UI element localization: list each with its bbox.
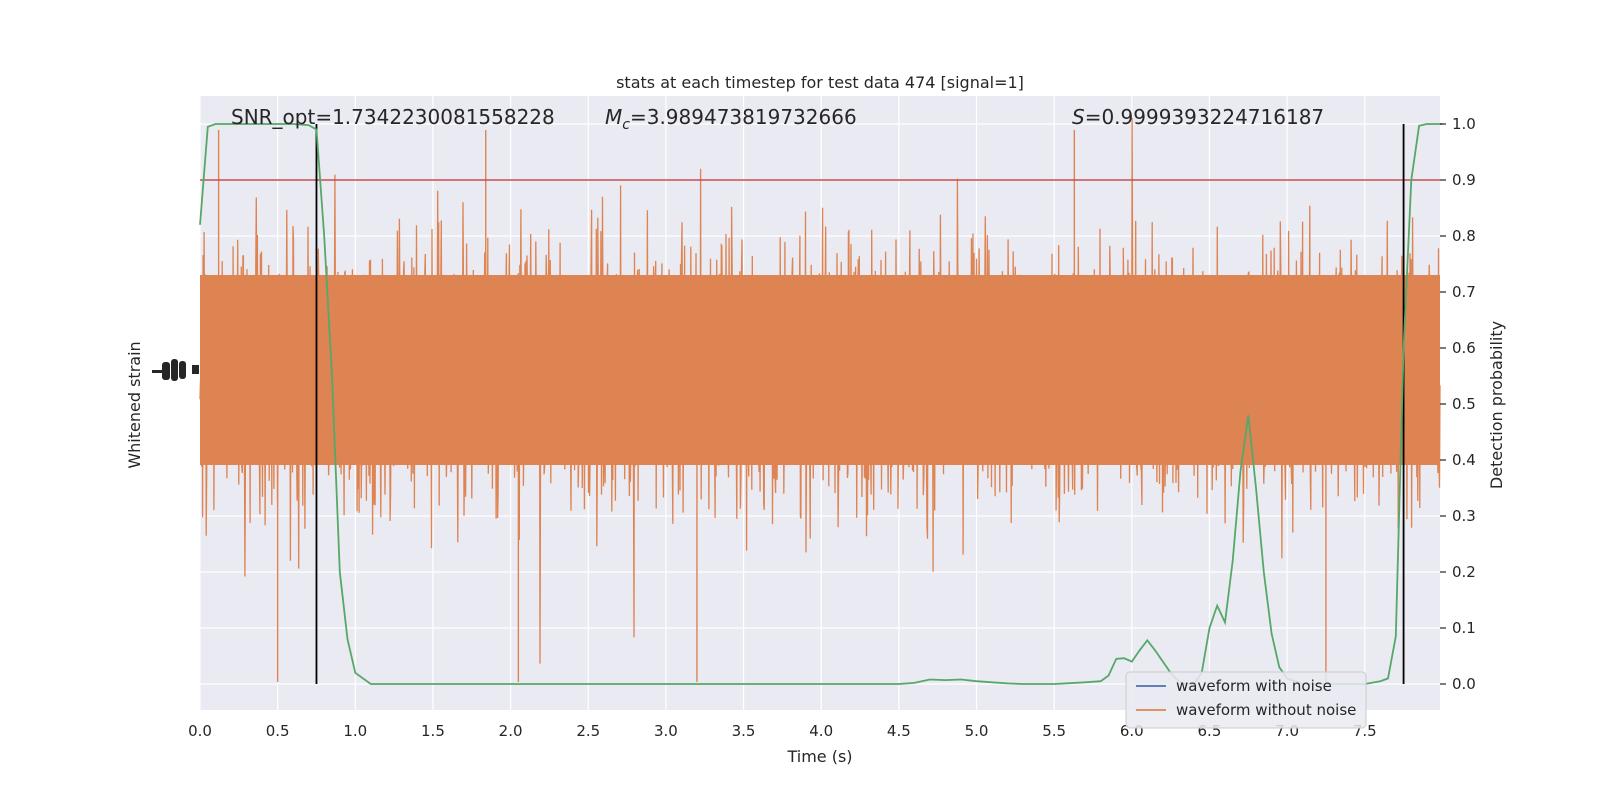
y-axis-left-label: Whitened strain: [125, 341, 144, 468]
score-annotation: S=0.9999393224716187: [1072, 105, 1324, 129]
x-tick-label: 2.0: [499, 722, 523, 740]
x-tick-label: 3.0: [654, 722, 678, 740]
legend-label-noise: waveform with noise: [1176, 677, 1332, 695]
y-tick-label: 0.5: [1452, 395, 1476, 413]
y-tick-label: 1.0: [1452, 115, 1476, 133]
x-axis-ticks: 0.0 0.5 1.0 1.5 2.0 2.5 3.0 3.5 4.0 4.5 5.0 5.5 6.0 6…: [188, 722, 1377, 740]
chirp-mass-value: =3.989473819732666: [630, 105, 857, 129]
x-tick-label: 4.5: [887, 722, 911, 740]
y-tick-label: 0.9: [1452, 171, 1476, 189]
y-tick-label: 0.1: [1452, 619, 1476, 637]
vertical-markers: [315, 124, 1405, 684]
y-axis-right-ticks: 0.0 0.1 0.2 0.3 0.4 0.5 0.6 0.7 0.8 0.9 1.0: [1440, 115, 1476, 693]
chirp-mass-annotation: Mc=3.989473819732666: [605, 105, 857, 133]
waveform-without-noise-series: [199, 117, 1441, 682]
score-symbol: S: [1072, 105, 1085, 129]
x-tick-label: 2.5: [576, 722, 600, 740]
x-tick-label: 0.5: [266, 722, 290, 740]
left-axis-tick-clutter: [152, 359, 199, 381]
chirp-mass-subscript: c: [622, 117, 630, 133]
x-axis-label: Time (s): [786, 747, 852, 766]
y-tick-label: 0.7: [1452, 283, 1476, 301]
y-axis-right-label: Detection probability: [1487, 321, 1506, 489]
y-tick-label: 0.2: [1452, 563, 1476, 581]
y-tick-label: 0.0: [1452, 675, 1476, 693]
y-tick-label: 0.4: [1452, 451, 1476, 469]
x-tick-label: 5.5: [1042, 722, 1066, 740]
y-tick-label: 0.8: [1452, 227, 1476, 245]
chirp-mass-symbol: M: [605, 105, 622, 129]
y-tick-label: 0.6: [1452, 339, 1476, 357]
snr-annotation: SNR_opt=1.7342230081558228: [231, 105, 555, 129]
legend-label-waveform: waveform without noise: [1176, 701, 1356, 719]
score-value: =0.9999393224716187: [1085, 105, 1324, 129]
legend-box: [1125, 671, 1367, 729]
waveform-trace: [199, 117, 1441, 664]
x-tick-label: 5.0: [965, 722, 989, 740]
x-tick-label: 1.0: [343, 722, 367, 740]
legend: waveform with noise waveform without noi…: [1125, 671, 1367, 729]
x-tick-label: 1.5: [421, 722, 445, 740]
chart-title: stats at each timestep for test data 474…: [616, 73, 1024, 92]
x-tick-label: 3.5: [732, 722, 756, 740]
x-tick-label: 0.0: [188, 722, 212, 740]
x-tick-label: 4.0: [809, 722, 833, 740]
y-tick-label: 0.3: [1452, 507, 1476, 525]
